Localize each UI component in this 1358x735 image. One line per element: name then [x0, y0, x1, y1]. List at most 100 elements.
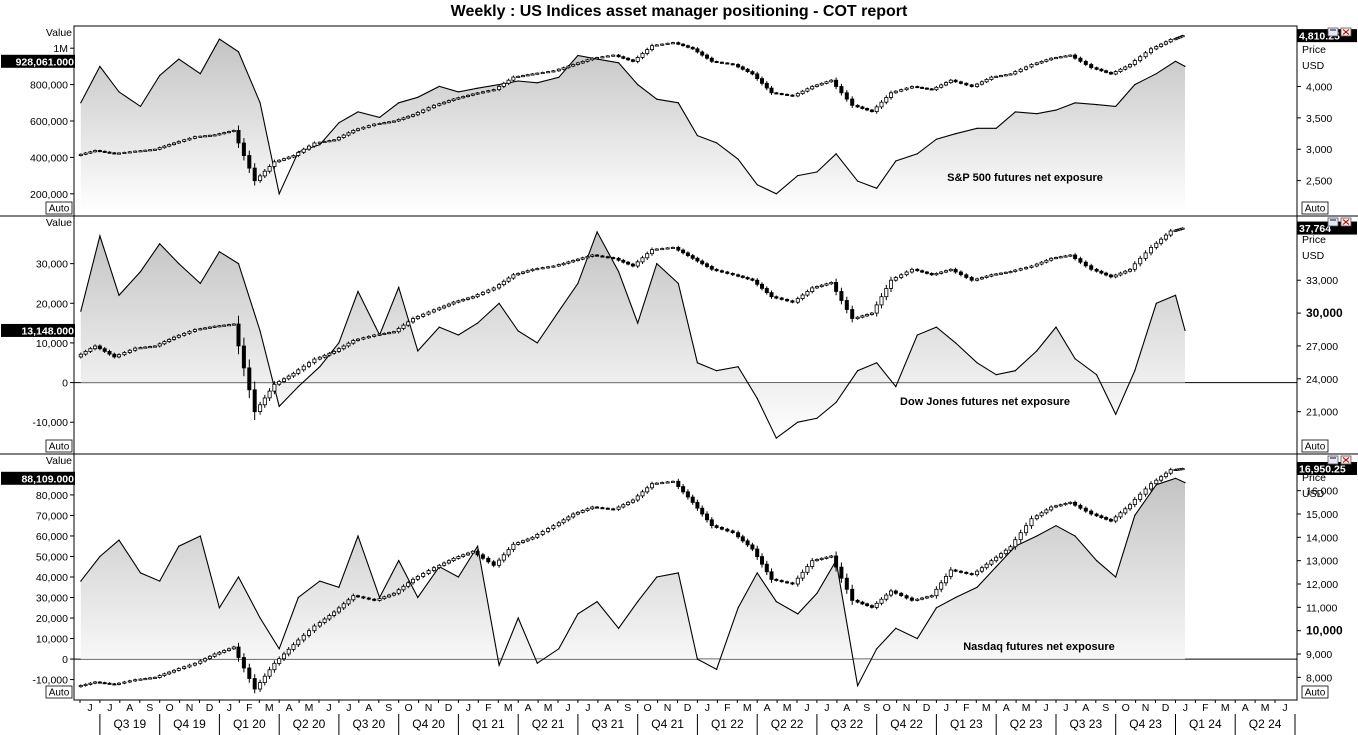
month-tick-label: D: [445, 702, 453, 714]
price-bar-body: [1083, 507, 1088, 512]
price-bar-body: [226, 131, 231, 134]
month-tick-label: S: [863, 702, 870, 714]
auto-button-right[interactable]: Auto: [1301, 685, 1329, 699]
price-bar-body: [203, 135, 208, 138]
positioning-point: [417, 596, 419, 599]
close-icon[interactable]: [1340, 455, 1352, 465]
price-bar-body: [884, 288, 889, 298]
positioning-point: [677, 572, 679, 574]
positioning-point: [916, 638, 918, 640]
auto-button-right[interactable]: Auto: [1301, 201, 1329, 215]
price-bar-body: [437, 307, 442, 311]
price-bar-body: [1168, 469, 1173, 474]
minimize-icon-box[interactable]: [1327, 217, 1339, 227]
auto-button-label[interactable]: Auto: [49, 442, 70, 453]
price-bar-body: [1058, 56, 1063, 59]
close-icon-stroke[interactable]: [1342, 29, 1350, 35]
auto-button-label[interactable]: Auto: [49, 688, 70, 699]
price-bar-body: [1078, 504, 1083, 509]
positioning-point: [1155, 73, 1157, 75]
auto-button-label[interactable]: Auto: [1305, 688, 1326, 699]
auto-button-frame[interactable]: [45, 685, 73, 699]
minimize-icon[interactable]: [1327, 27, 1339, 37]
price-bar-body: [88, 348, 93, 352]
close-icon[interactable]: [1340, 27, 1352, 37]
price-bar-body: [355, 595, 360, 598]
positioning-point: [139, 572, 142, 574]
price-bar-body: [695, 501, 700, 509]
price-bar-body: [198, 660, 203, 664]
price-bar-body: [212, 325, 217, 328]
price-bar-body: [231, 646, 236, 650]
price-bar-body: [387, 594, 392, 598]
price-bar-body: [1132, 263, 1137, 270]
auto-button-label[interactable]: Auto: [1305, 204, 1326, 215]
price-bar-body: [616, 54, 621, 58]
auto-button-right[interactable]: Auto: [1301, 439, 1329, 453]
auto-button-frame[interactable]: [45, 201, 73, 215]
price-bar-body: [351, 340, 356, 344]
positioning-point: [1055, 525, 1057, 527]
price-bar-body: [869, 312, 874, 315]
price-bar-body: [1094, 67, 1099, 70]
positioning-point: [218, 607, 220, 609]
minimize-icon[interactable]: [1327, 455, 1339, 465]
auto-button-label[interactable]: Auto: [49, 204, 70, 215]
price-bar-body: [122, 151, 127, 154]
price-bar-body: [361, 337, 366, 340]
price-bar-body: [148, 677, 153, 680]
price-bar-body: [814, 286, 819, 289]
right-tick-label: 16,000: [1306, 486, 1338, 498]
auto-button-label[interactable]: Auto: [1305, 442, 1326, 453]
price-bar-body: [874, 304, 879, 314]
price-bar-body: [899, 274, 904, 278]
close-icon-stroke[interactable]: [1342, 457, 1350, 463]
price-bar-body: [241, 142, 246, 157]
price-bar-body: [1143, 52, 1148, 58]
auto-button-frame[interactable]: [1301, 685, 1329, 699]
auto-button-left[interactable]: Auto: [45, 439, 73, 453]
close-icon[interactable]: [1340, 217, 1352, 227]
last-value-bg: [1, 323, 75, 337]
minimize-icon-box[interactable]: [1327, 455, 1339, 465]
price-bar-body: [143, 678, 148, 681]
price-bar-body: [969, 84, 974, 87]
price-bar-body: [725, 62, 730, 65]
positioning-point: [417, 350, 419, 352]
minimize-icon[interactable]: [1327, 217, 1339, 227]
price-bar-body: [1123, 270, 1128, 274]
positioning-point: [1036, 350, 1038, 352]
price-bar-body: [865, 314, 870, 317]
price-bar-body: [800, 571, 805, 579]
price-bar-body: [736, 532, 741, 538]
price-bar-body: [465, 297, 470, 300]
price-bar-body: [725, 528, 730, 532]
positioning-point: [895, 160, 897, 162]
price-bar-body: [377, 123, 382, 126]
auto-button-frame[interactable]: [1301, 201, 1329, 215]
price-bar-body: [1163, 472, 1168, 478]
price-bar-body: [745, 540, 750, 546]
auto-button-frame[interactable]: [1301, 439, 1329, 453]
price-bar-body: [401, 117, 406, 120]
price-bar-body: [665, 247, 670, 250]
price-bars: [78, 227, 1185, 420]
price-bar-body: [958, 81, 963, 84]
auto-button-left[interactable]: Auto: [45, 685, 73, 699]
minimize-icon-box[interactable]: [1327, 27, 1339, 37]
auto-button-frame[interactable]: [45, 439, 73, 453]
price-bar-body: [252, 678, 257, 690]
price-bar-body: [999, 272, 1004, 275]
price-bar-body: [595, 254, 600, 257]
price-bar-body: [415, 576, 420, 580]
price-bar-body: [1118, 68, 1123, 72]
auto-button-left[interactable]: Auto: [45, 201, 73, 215]
price-bar-body: [790, 300, 795, 303]
close-icon-stroke[interactable]: [1342, 219, 1350, 225]
price-bar-body: [844, 577, 849, 590]
price-bar-body: [406, 582, 411, 587]
price-bar-body: [810, 560, 815, 567]
positioning-point: [438, 326, 440, 328]
price-bar-body: [551, 525, 556, 530]
